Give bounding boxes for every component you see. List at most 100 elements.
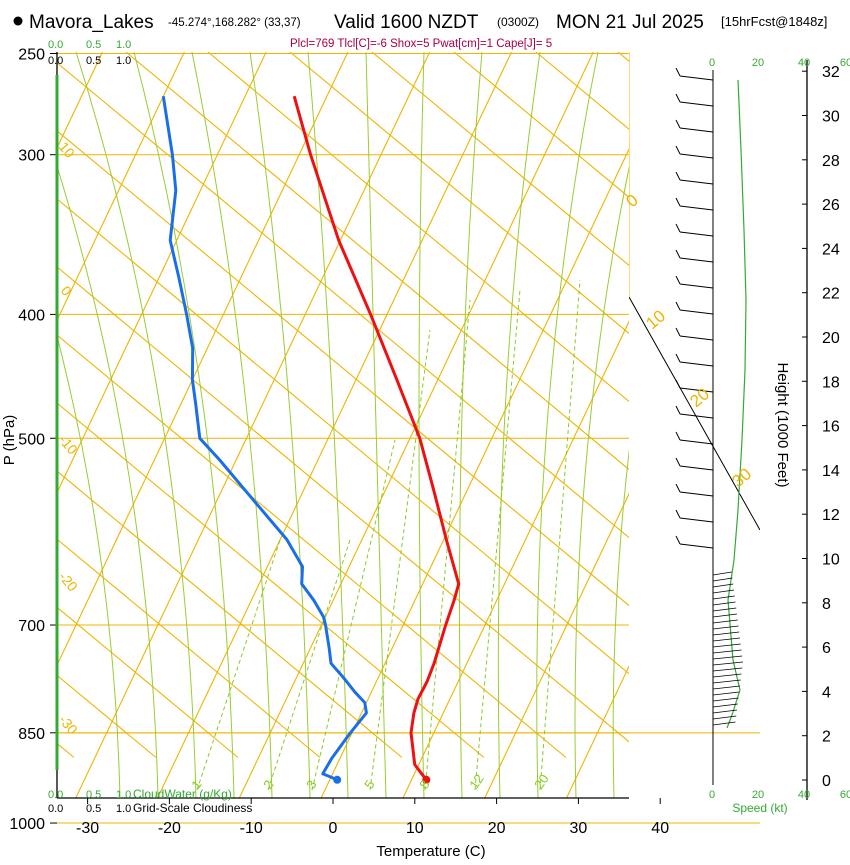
wind-barb xyxy=(712,577,733,582)
wind-barb xyxy=(679,75,714,81)
isotherm-line xyxy=(157,52,513,798)
mixing-ratio-line xyxy=(369,329,431,791)
isotherm-line xyxy=(648,52,850,798)
wind-barb xyxy=(712,619,738,624)
isotherm-line xyxy=(57,52,349,667)
cloudiness-bottom-tick: 0.0 xyxy=(48,803,63,815)
station-coords: -45.274°,168.282° (33,37) xyxy=(168,17,301,29)
cloudiness-label: Grid-Scale Cloudiness xyxy=(133,801,252,815)
wind-barb xyxy=(679,413,714,419)
wind-barb xyxy=(679,283,714,289)
height-tick-label: 12 xyxy=(822,507,840,524)
isotherm-line xyxy=(320,147,629,798)
wind-barb xyxy=(679,231,714,237)
wind-barb xyxy=(712,679,741,684)
valid-time: Valid 1600 NZDT xyxy=(334,12,479,33)
cloudwater-bottom-tick: 0.5 xyxy=(86,789,101,801)
temperature-tick-label: -30 xyxy=(76,820,99,837)
mixing-ratio-label: 12 xyxy=(466,771,487,791)
wind-barb xyxy=(712,601,736,606)
wind-barb xyxy=(712,643,741,648)
wind-barb xyxy=(679,179,714,185)
cloudwater-top-tick: 0.0 xyxy=(48,39,63,51)
dry-adiabat-line xyxy=(612,448,629,798)
wind-barb xyxy=(679,153,714,159)
cloudwater-top-tick: 0.5 xyxy=(86,39,101,51)
isentrope-line xyxy=(207,52,629,403)
cloudiness-top-tick: 1.0 xyxy=(116,55,131,67)
isentrope-line xyxy=(57,402,485,758)
cloudwater-bottom-tick: 1.0 xyxy=(116,789,131,801)
isotherm-line xyxy=(402,320,629,798)
isentrope-line xyxy=(371,52,629,267)
mixing-ratio-line xyxy=(539,279,581,791)
speed-top-tick: 40 xyxy=(798,57,810,69)
cloudiness-bottom-tick: 1.0 xyxy=(116,803,131,815)
height-tick-label: 2 xyxy=(822,729,831,746)
dry-adiabat-line xyxy=(75,52,197,798)
speed-label: Speed (kt) xyxy=(732,801,787,815)
wind-barb xyxy=(675,171,681,181)
isentrope-line xyxy=(57,470,403,758)
wind-barb xyxy=(675,535,681,545)
temperature-tick-label: 30 xyxy=(570,820,588,837)
height-tick-label: 16 xyxy=(822,419,840,436)
wind-barb xyxy=(679,543,714,549)
isentrope-line xyxy=(782,52,850,758)
wind-barb xyxy=(675,405,681,415)
isentrope-line xyxy=(289,52,629,335)
wind-barb xyxy=(675,275,681,285)
pressure-tick-label: 500 xyxy=(18,431,45,448)
wind-barb xyxy=(679,257,714,263)
temperature-tick-label: 40 xyxy=(651,820,669,837)
mixing-ratio-line xyxy=(474,289,521,791)
temperature-tick-label: 20 xyxy=(488,820,506,837)
height-tick-label: 14 xyxy=(822,463,840,480)
dry-adiabat-line xyxy=(459,52,483,798)
height-tick-label: 26 xyxy=(822,197,840,214)
pressure-tick-label: 400 xyxy=(18,307,45,324)
wind-barb xyxy=(675,197,681,207)
wind-barb xyxy=(675,509,681,519)
wind-barb xyxy=(675,223,681,233)
wind-barb xyxy=(712,589,735,594)
station-name: Mavora_Lakes xyxy=(29,12,154,33)
wind-barb xyxy=(675,67,681,77)
forecast-run: [15hrFcst@1848z] xyxy=(721,14,827,29)
speed-top-tick: 0 xyxy=(709,57,715,69)
height-tick-label: 6 xyxy=(822,640,831,657)
speed-bottom-tick: 20 xyxy=(752,789,764,801)
isotherm-line xyxy=(75,52,431,798)
wind-barb xyxy=(679,205,714,211)
wind-barb xyxy=(712,655,743,660)
isotherm-label: -30 xyxy=(56,712,81,738)
wind-barb xyxy=(712,667,743,672)
mixing-ratio-line xyxy=(311,439,396,791)
speed-top-tick: 60 xyxy=(840,57,850,69)
wind-barb xyxy=(679,361,714,367)
isentrope-line xyxy=(57,130,629,607)
wind-barb xyxy=(675,119,681,129)
isotherm-line xyxy=(57,52,185,322)
mixing-ratio-label: 2 xyxy=(260,777,276,792)
wind-barb xyxy=(679,335,714,341)
mixing-ratio-line xyxy=(267,539,351,791)
station-bullet-icon xyxy=(13,16,23,26)
height-tick-label: 8 xyxy=(822,596,831,613)
temperature-tick-label: -10 xyxy=(240,820,263,837)
isotherm-label: 10 xyxy=(56,139,78,161)
height-tick-label: 22 xyxy=(822,286,840,303)
cloudwater-label: CloudWater (g/Kg) xyxy=(133,787,232,801)
wind-barb xyxy=(679,491,714,497)
wind-barb xyxy=(675,353,681,363)
isotherm-label: -10 xyxy=(56,432,81,458)
wind-barb xyxy=(712,697,739,702)
isentrope-line xyxy=(57,606,239,758)
wind-barb xyxy=(675,93,681,103)
height-tick-label: 24 xyxy=(822,241,840,258)
wind-barb xyxy=(712,703,738,708)
wind-barb xyxy=(679,127,714,133)
dewpoint-line xyxy=(161,95,368,782)
speed-bottom-tick: 40 xyxy=(798,789,810,801)
